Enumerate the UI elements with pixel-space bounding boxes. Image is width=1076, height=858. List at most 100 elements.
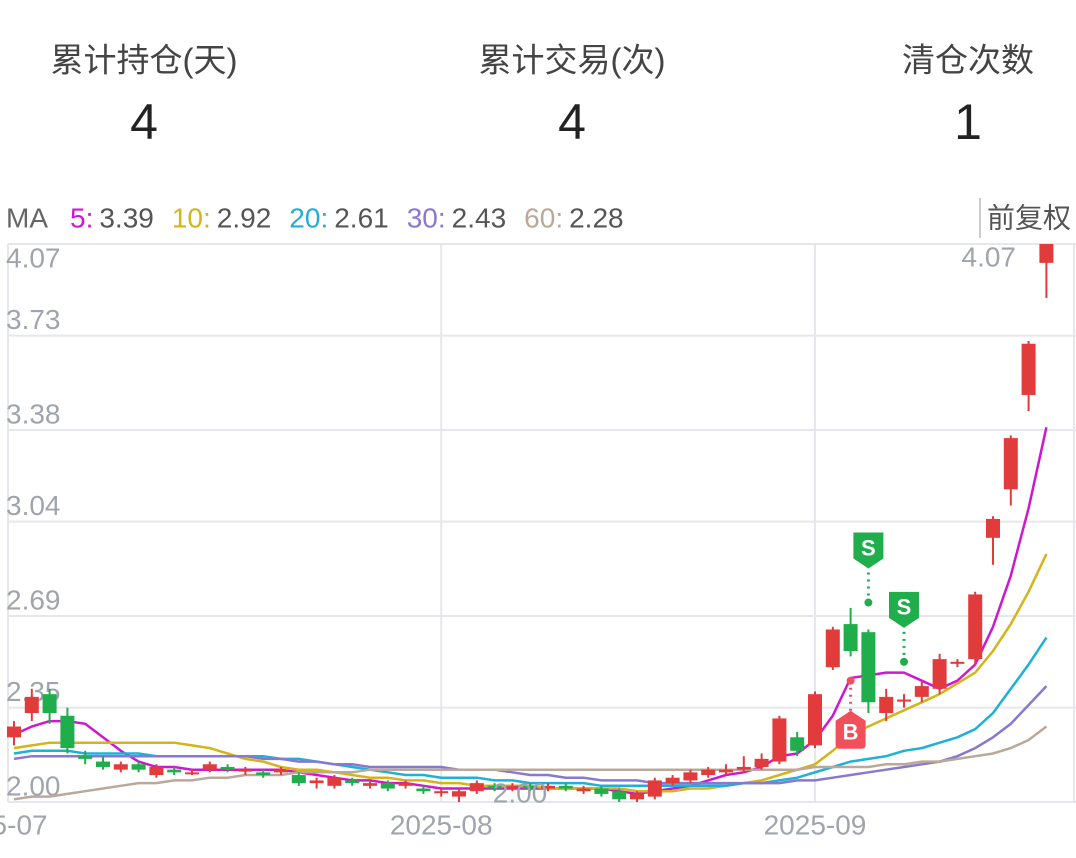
candle-body — [434, 791, 449, 794]
max-label: 4.07 — [962, 241, 1017, 272]
candle-body — [505, 785, 520, 789]
candle-body — [24, 696, 39, 714]
candle-body — [274, 769, 288, 773]
trade-dot — [900, 657, 908, 666]
candle-body — [149, 766, 164, 776]
legend-value: 2.28 — [569, 202, 624, 233]
y-tick-label: 3.04 — [6, 490, 61, 521]
candle-body — [950, 661, 965, 664]
candle-body — [96, 761, 110, 767]
x-tick-label: 2025-08 — [390, 809, 493, 840]
candle-body — [380, 783, 395, 789]
min-label: 2.00 — [493, 777, 548, 808]
candle-body — [897, 699, 911, 702]
y-tick-label: 3.73 — [6, 304, 61, 335]
candle-body — [167, 769, 182, 773]
trade-pin — [853, 532, 884, 569]
candle-body — [612, 791, 627, 800]
legend-name: 5: — [70, 202, 93, 233]
candle-body — [1021, 343, 1036, 395]
candle-body — [202, 764, 217, 770]
candle-body — [345, 780, 360, 784]
candle-body — [986, 518, 1000, 538]
candle-body — [1039, 244, 1054, 263]
candle-body — [843, 624, 858, 652]
candle-body — [825, 629, 840, 668]
candle-body — [665, 777, 680, 784]
candle-body — [256, 772, 271, 776]
candle-body — [719, 769, 733, 773]
y-tick-label: 2.69 — [6, 584, 61, 615]
candle-body — [594, 788, 609, 794]
stats: 累计持仓(天) 4 累计交易(次) 4 清仓次数 1 — [51, 42, 1034, 150]
candle-body — [932, 659, 947, 689]
candle-body — [487, 785, 502, 789]
trade-dot — [864, 598, 873, 607]
candle-body — [416, 788, 431, 792]
candle-body — [291, 775, 306, 784]
trade-label: S — [861, 535, 876, 560]
candle-body — [220, 766, 235, 770]
candle-body — [879, 696, 894, 714]
trade-label: B — [843, 720, 859, 745]
candle-body — [754, 758, 769, 767]
candle-body — [968, 594, 983, 660]
plot: 2.002.352.693.043.383.734.072025-072025-… — [0, 241, 1076, 840]
candle-body — [363, 783, 377, 786]
candle-body — [238, 769, 253, 772]
legend-name: 60: — [524, 202, 563, 233]
candle-body — [113, 764, 128, 770]
candle-body — [78, 756, 93, 759]
candle-body — [576, 788, 591, 792]
candle-body — [60, 715, 75, 749]
candle-body — [131, 764, 146, 770]
trade-label: S — [897, 595, 912, 620]
stat-label: 累计交易(次) — [479, 42, 666, 79]
trade-pin — [889, 591, 919, 628]
stat-label: 累计持仓(天) — [51, 42, 238, 79]
candle-body — [630, 793, 644, 800]
legend-name: 20: — [289, 202, 328, 233]
legend-value: 2.43 — [452, 202, 507, 233]
candle-body — [808, 694, 822, 746]
y-tick-label: 4.07 — [6, 242, 61, 273]
legend-value: 2.92 — [217, 202, 272, 233]
x-tick-label: 2025-07 — [0, 809, 48, 840]
ma-line — [13, 685, 1048, 785]
candle-body — [7, 726, 21, 738]
trade-pin — [835, 710, 866, 749]
stat-label: 清仓次数 — [902, 42, 1034, 79]
legend-name: 10: — [172, 202, 211, 233]
adjust-label[interactable]: 前复权 — [987, 202, 1071, 233]
candle-body — [1003, 438, 1018, 490]
legend-name: 30: — [407, 202, 446, 233]
candle-body — [469, 783, 484, 792]
ma-line — [13, 725, 1048, 801]
y-tick-label: 3.38 — [6, 398, 61, 429]
x-tick-label: 2025-09 — [764, 809, 867, 840]
candle-body — [309, 780, 324, 784]
stat-value: 1 — [954, 94, 982, 150]
legend: MA 5: 3.39 10: 2.92 20: 2.61 30: 2.43 60: 2.28 — [6, 202, 624, 233]
legend-title: MA — [6, 202, 48, 233]
candle-body — [541, 785, 555, 789]
candle-body — [327, 777, 342, 786]
candle-body — [914, 686, 929, 697]
candle-body — [452, 791, 466, 797]
candle-body — [861, 632, 876, 703]
legend-value: 2.61 — [334, 202, 389, 233]
candle-body — [701, 769, 716, 776]
candle-body — [558, 785, 573, 789]
candle-body — [523, 785, 538, 789]
stat-value: 4 — [130, 94, 158, 150]
trade-dot — [846, 676, 855, 685]
candle-body — [790, 737, 805, 751]
candle-body — [398, 783, 413, 786]
candle-body — [42, 694, 57, 714]
candle-body — [683, 772, 698, 781]
legend-value: 3.39 — [99, 202, 154, 233]
candle-body — [736, 766, 751, 770]
stat-value: 4 — [558, 94, 586, 150]
